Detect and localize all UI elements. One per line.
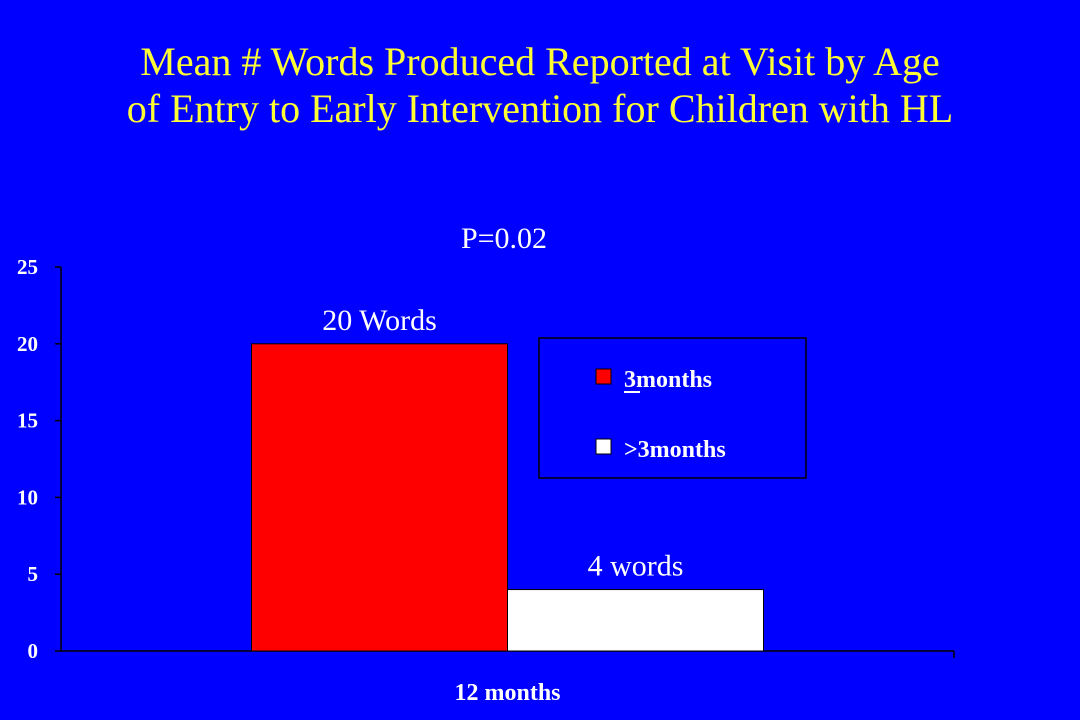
y-tick-label: 25 [17,255,38,279]
p-value-annotation: P=0.02 [461,222,547,255]
y-tick-label: 15 [17,409,38,433]
legend-label: 3months [624,367,712,393]
legend-swatch [595,368,612,385]
y-tick-label: 10 [17,485,38,509]
bar-le-3-months [251,343,508,652]
legend-label: >3months [624,437,726,463]
y-tick-label: 20 [17,332,38,356]
legend-box [538,337,807,479]
legend-swatch [595,438,612,455]
y-tick-label: 5 [28,562,39,586]
y-tick-label: 0 [28,639,39,663]
chart-title-line-2: of Entry to Early Intervention for Child… [126,86,954,131]
bar-data-label: 4 words [588,550,684,583]
chart-title-line-1: Mean # Words Produced Reported at Visit … [140,39,940,84]
bar-gt-3-months [507,589,764,652]
x-tick-label: 12 months [454,680,560,706]
chart-title: Mean # Words Produced Reported at Visit … [0,38,1080,132]
bar-data-label: 20 Words [322,304,437,337]
